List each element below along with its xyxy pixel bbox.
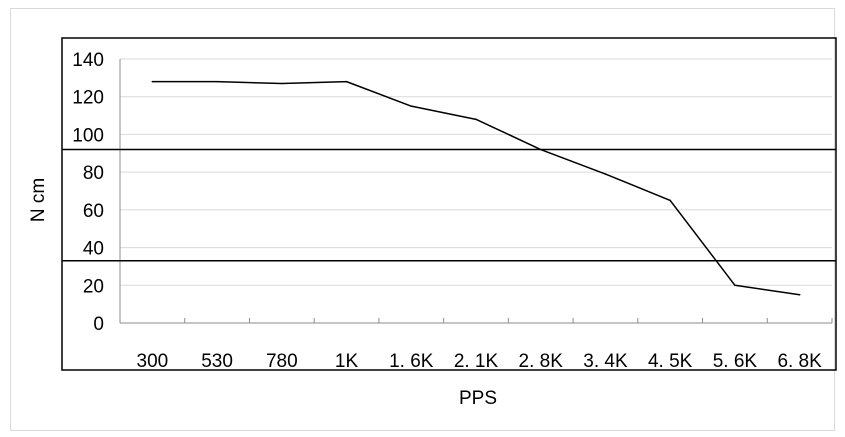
y-tick-label: 60 (83, 201, 104, 222)
data-point (669, 199, 671, 202)
x-tick-label: 530 (201, 351, 233, 372)
y-tick-label: 120 (72, 88, 104, 109)
torque-series-line (152, 80, 800, 296)
data-point (798, 293, 801, 296)
data-point (216, 80, 218, 83)
data-point (345, 80, 348, 83)
y-axis-title: N cm (28, 178, 49, 222)
data-point (281, 82, 283, 85)
x-axis-title: PPS (459, 388, 497, 409)
y-tick-label: 80 (83, 163, 104, 184)
x-tick-label: 1. 6K (389, 351, 434, 372)
plot-area-border (61, 37, 837, 371)
y-tick-label: 0 (93, 314, 104, 335)
y-tick-label: 140 (72, 50, 104, 71)
x-tick-label: 6. 8K (777, 351, 822, 372)
x-tick-label: 300 (137, 351, 169, 372)
y-tick-label: 100 (72, 125, 104, 146)
x-tick-label: 4. 5K (648, 351, 693, 372)
x-tick-label: 5. 6K (713, 351, 758, 372)
chart-frame (10, 8, 835, 431)
y-tick-label: 20 (83, 276, 104, 297)
data-point (151, 80, 154, 83)
x-tick-label: 2. 1K (454, 351, 499, 372)
data-point (410, 105, 413, 107)
x-tick-label: 3. 4K (583, 351, 628, 372)
x-tick-label: 780 (266, 351, 298, 372)
x-tick-label: 2. 8K (519, 351, 564, 372)
x-tick-label: 1K (335, 351, 359, 372)
y-tick-label: 40 (83, 239, 104, 260)
data-point (475, 118, 477, 121)
data-point (539, 148, 542, 151)
data-point (604, 173, 607, 175)
data-point (734, 284, 736, 287)
